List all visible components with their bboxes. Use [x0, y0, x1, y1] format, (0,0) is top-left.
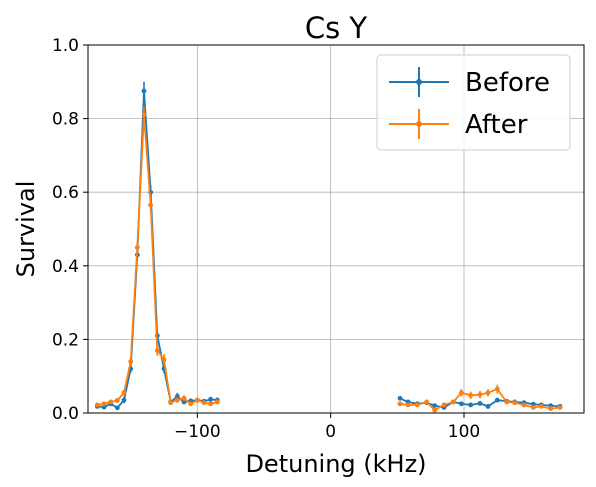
- data-point: [208, 401, 214, 407]
- data-point: [494, 386, 500, 392]
- y-tick-label: 0.0: [52, 404, 79, 424]
- data-point: [477, 401, 483, 406]
- y-tick-label: 0.8: [52, 110, 79, 130]
- data-point: [121, 390, 127, 396]
- data-point: [405, 402, 411, 408]
- data-point: [121, 397, 127, 403]
- data-point: [458, 401, 464, 407]
- data-point: [188, 401, 194, 407]
- data-point: [181, 399, 187, 405]
- data-point: [530, 405, 536, 410]
- data-point: [134, 245, 140, 250]
- data-point: [424, 399, 430, 405]
- data-point: [101, 401, 107, 407]
- data-point: [128, 359, 134, 364]
- data-point: [504, 399, 510, 405]
- data-point: [450, 399, 456, 405]
- data-point: [214, 399, 220, 405]
- data-point: [101, 404, 107, 410]
- data-point: [414, 402, 420, 408]
- data-point: [530, 401, 536, 407]
- ticks: −100 0 100 0.0 0.2 0.4 0.6 0.8 1.0: [52, 36, 480, 442]
- data-point: [548, 406, 554, 411]
- data-point: [494, 397, 500, 403]
- data-point: [441, 402, 447, 408]
- data-point: [161, 357, 167, 363]
- x-tick-label: 0: [325, 422, 336, 442]
- data-point: [174, 394, 180, 399]
- chart-title: Cs Y: [305, 11, 368, 45]
- data-point: [477, 392, 483, 397]
- legend-marker: [416, 121, 422, 127]
- data-point: [468, 402, 474, 408]
- legend-label: After: [465, 110, 528, 140]
- data-point: [432, 403, 438, 409]
- y-tick-label: 0.2: [52, 330, 79, 350]
- data-point: [94, 402, 100, 408]
- data-point: [114, 398, 120, 403]
- series-after: [94, 106, 563, 413]
- data-point: [521, 402, 527, 408]
- data-point: [432, 407, 438, 413]
- data-point: [538, 403, 544, 409]
- y-tick-label: 1.0: [52, 36, 79, 56]
- y-axis-title: Survival: [12, 181, 40, 278]
- data-point: [108, 399, 114, 405]
- data-point: [208, 396, 214, 402]
- plot-frame: [87, 44, 585, 414]
- data-point: [397, 395, 403, 401]
- x-tick-label: −100: [174, 422, 221, 442]
- data-point: [397, 401, 403, 407]
- data-point: [114, 405, 120, 411]
- x-axis-title: Detuning (kHz): [245, 450, 426, 478]
- data-point: [201, 400, 207, 406]
- legend: Before After: [376, 54, 571, 151]
- data-point: [181, 395, 187, 401]
- data-point: [174, 397, 180, 403]
- data-point: [154, 348, 160, 353]
- y-tick-label: 0.4: [52, 257, 79, 277]
- data-point: [485, 403, 491, 409]
- data-point: [512, 400, 518, 406]
- data-point: [557, 405, 563, 410]
- data-point: [168, 400, 174, 406]
- data-point: [141, 112, 147, 118]
- y-tick-label: 0.6: [52, 183, 79, 203]
- data-point: [194, 397, 200, 403]
- data-point: [458, 390, 464, 396]
- data-point: [148, 202, 154, 208]
- data-point: [141, 88, 147, 94]
- x-tick-label: 100: [448, 422, 480, 442]
- series-layer: [94, 81, 563, 413]
- legend-label: Before: [465, 68, 550, 98]
- legend-box: [376, 54, 571, 151]
- legend-marker: [416, 79, 422, 85]
- data-point: [485, 390, 491, 396]
- data-point: [468, 392, 474, 398]
